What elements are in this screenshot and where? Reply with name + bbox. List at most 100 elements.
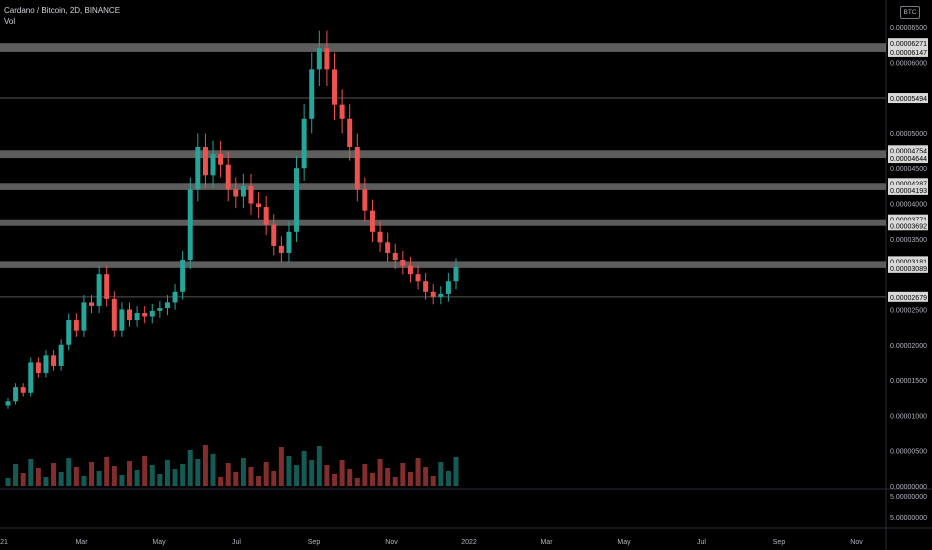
volume-bar — [430, 476, 436, 486]
candle-body — [415, 274, 421, 282]
candle-body — [248, 185, 254, 204]
volume-bar — [180, 464, 186, 486]
price-label-bg — [888, 145, 928, 156]
volume-bar — [453, 457, 459, 486]
volume-bar — [149, 465, 155, 486]
candle-body — [89, 302, 95, 306]
candle-body — [96, 274, 102, 306]
volume-bar — [218, 477, 224, 486]
candle-body — [104, 274, 110, 299]
candle-body — [13, 387, 19, 402]
volume-bar — [332, 474, 338, 486]
volume-bar — [20, 473, 26, 486]
volume-bar — [164, 460, 170, 486]
volume-bar — [339, 460, 345, 486]
candle-body — [157, 308, 163, 311]
candle-body — [111, 298, 117, 331]
candle-body — [392, 252, 398, 261]
price-tick-label: 0.00001000 — [890, 413, 927, 420]
price-label: 0.00004644 — [890, 156, 927, 163]
candle-body — [20, 387, 26, 393]
time-tick-label: Sep — [773, 539, 786, 546]
zone-band-2 — [0, 183, 886, 190]
candle-body — [225, 164, 231, 190]
zone-band-3 — [0, 219, 886, 226]
candle-body — [256, 203, 262, 208]
price-tick-label: 0.00004500 — [890, 166, 927, 173]
candle-body — [210, 154, 216, 176]
volume-bar — [210, 454, 216, 486]
price-label: 0.00004754 — [890, 148, 927, 155]
price-tick-label: 0.00005000 — [890, 131, 927, 138]
volume-bar — [225, 463, 231, 486]
volume-bar — [111, 466, 117, 486]
candle-body — [423, 281, 429, 292]
price-tick-label: 0.00003500 — [890, 237, 927, 244]
price-tick-label: 0.00006000 — [890, 60, 927, 67]
volume-bar — [43, 477, 49, 486]
time-tick-label: Jul — [697, 539, 706, 546]
candle-body — [339, 104, 345, 119]
candle-body — [233, 189, 239, 197]
volume-bar — [142, 456, 148, 486]
volume-bar — [134, 470, 140, 486]
candle-body — [271, 224, 277, 246]
price-label: 0.00003692 — [890, 223, 927, 230]
candle-body — [438, 293, 444, 297]
volume-bar — [202, 445, 208, 486]
volume-bar — [157, 474, 163, 486]
volume-bar — [126, 461, 132, 486]
candle-body — [286, 231, 292, 253]
volume-bar — [324, 465, 330, 486]
candle-body — [81, 302, 87, 331]
volume-bar — [415, 458, 421, 486]
volume-bar — [256, 476, 262, 486]
candle-body — [407, 265, 413, 275]
volume-bar — [66, 458, 72, 486]
volume-bar — [187, 450, 193, 486]
price-label: 0.00005494 — [890, 96, 927, 103]
volume-bar — [445, 471, 451, 486]
candle-body — [149, 310, 155, 317]
volume-bar — [81, 476, 87, 486]
candle-body — [385, 242, 391, 253]
volume-bar — [423, 467, 429, 486]
volume-bar — [51, 463, 57, 486]
volume-bar — [362, 464, 368, 486]
candle-body — [126, 309, 132, 321]
candle-body — [362, 189, 368, 211]
candle-body — [5, 401, 11, 406]
volume-bar — [58, 472, 64, 486]
candle-body — [301, 118, 307, 169]
price-label-bg — [888, 256, 928, 267]
candle-body — [187, 189, 193, 261]
price-tick-label: 0.00002000 — [890, 343, 927, 350]
volume-bar — [407, 472, 413, 486]
price-tick-label: 0.00002500 — [890, 307, 927, 314]
currency-badge[interactable]: BTC — [900, 6, 920, 19]
volume-bar — [263, 462, 269, 486]
volume-tick-label: 5.00000000 — [890, 494, 927, 501]
volume-bar — [96, 471, 102, 486]
candle-body — [453, 267, 459, 282]
time-tick-label: Nov — [385, 539, 398, 546]
candle-body — [164, 302, 170, 309]
candle-body — [73, 320, 79, 331]
candle-body — [354, 147, 360, 190]
price-label-bg — [888, 93, 928, 104]
volume-bar — [316, 446, 322, 486]
price-tick-label: 0.00001500 — [890, 378, 927, 385]
volume-bar — [104, 457, 110, 486]
candle-body — [172, 291, 178, 303]
time-tick-label: Nov — [850, 539, 863, 546]
time-tick-label: 2022 — [461, 539, 477, 546]
time-tick-label: May — [617, 539, 631, 546]
candle-body — [377, 231, 383, 243]
volume-bar — [438, 462, 444, 486]
candle-body — [66, 320, 72, 345]
candle-body — [134, 312, 140, 321]
volume-label: Vol — [4, 17, 16, 26]
candle-body — [309, 69, 315, 119]
candle-body — [324, 48, 330, 70]
